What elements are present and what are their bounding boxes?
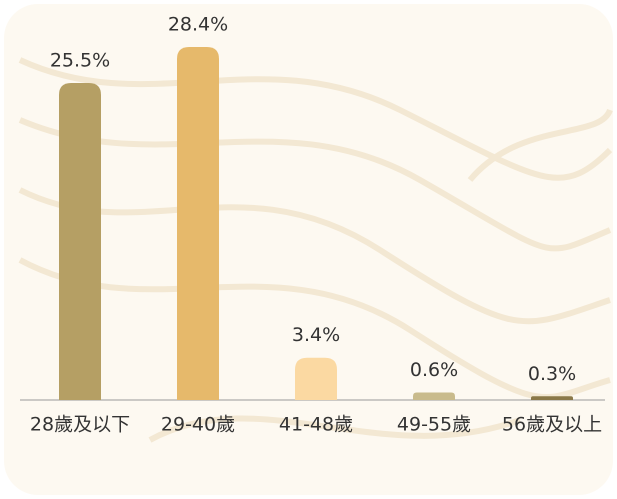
- x-tick-label: 28歲及以下: [30, 414, 130, 436]
- chart: 28歲及以下 25.5% 29-40歲 28.4% 41-48歲 3.4% 49-55歲 0.…: [0, 0, 617, 499]
- x-tick-label: 56歲及以上: [502, 414, 602, 436]
- value-label: 0.3%: [528, 363, 576, 385]
- bar: [413, 393, 455, 400]
- x-tick-label: 49-55歲: [397, 414, 471, 436]
- x-tick-label: 41-48歲: [279, 414, 353, 436]
- value-label: 28.4%: [168, 14, 228, 36]
- value-label: 3.4%: [292, 324, 340, 346]
- bar: [59, 83, 101, 400]
- bar: [295, 358, 337, 400]
- x-tick-label: 29-40歲: [161, 414, 235, 436]
- bar: [177, 47, 219, 400]
- value-label: 25.5%: [50, 50, 110, 72]
- value-label: 0.6%: [410, 359, 458, 381]
- bar: [531, 396, 573, 400]
